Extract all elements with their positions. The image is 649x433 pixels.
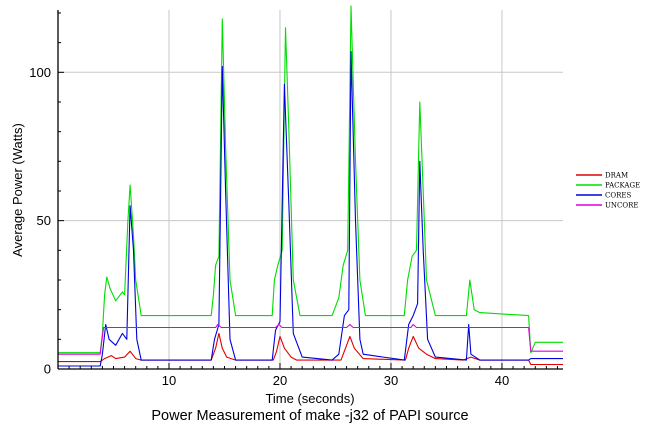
legend-label-dram: DRAM bbox=[605, 172, 628, 180]
x-axis-title: Time (seconds) bbox=[265, 391, 354, 406]
legend-label-package: PACKAGE bbox=[605, 182, 640, 190]
series-line-package bbox=[58, 5, 563, 354]
legend: DRAM PACKAGE CORES UNCORE bbox=[576, 172, 640, 210]
plot-area bbox=[58, 5, 563, 367]
series-line-dram bbox=[58, 332, 563, 366]
legend-label-uncore: UNCORE bbox=[605, 202, 639, 210]
y-axis-title: Average Power (Watts) bbox=[10, 123, 25, 257]
legend-label-cores: CORES bbox=[605, 192, 631, 200]
tick-marks bbox=[58, 12, 558, 369]
series-line-uncore bbox=[58, 323, 563, 355]
x-tick-label: 30 bbox=[384, 373, 398, 388]
y-tick-label: 100 bbox=[29, 65, 51, 80]
y-tick-label: 50 bbox=[37, 213, 51, 228]
x-tick-label: 20 bbox=[273, 373, 287, 388]
x-tick-label: 40 bbox=[495, 373, 509, 388]
series-line-cores bbox=[58, 50, 563, 367]
x-tick-label: 10 bbox=[162, 373, 176, 388]
grid-lines bbox=[58, 10, 563, 369]
y-tick-label: 0 bbox=[44, 362, 51, 377]
tick-labels: 10 20 30 40 0 50 100 bbox=[29, 65, 509, 388]
chart-title: Power Measurement of make -j32 of PAPI s… bbox=[151, 408, 468, 424]
